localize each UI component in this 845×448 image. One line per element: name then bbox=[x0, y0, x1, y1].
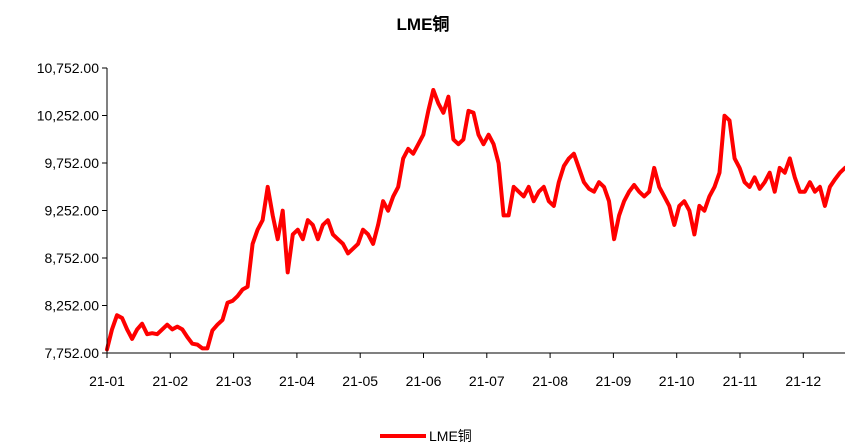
x-tick-label: 21-01 bbox=[89, 373, 125, 389]
x-tick-label: 21-08 bbox=[532, 373, 568, 389]
x-tick-label: 21-05 bbox=[342, 373, 378, 389]
y-tick-label: 9,752.00 bbox=[45, 155, 100, 171]
x-tick-label: 21-06 bbox=[406, 373, 442, 389]
plot-area bbox=[105, 88, 845, 352]
y-tick-label: 8,252.00 bbox=[45, 298, 100, 314]
series-line bbox=[105, 88, 845, 352]
legend-label: LME铜 bbox=[429, 428, 472, 444]
x-tick-label: 21-11 bbox=[723, 373, 758, 389]
x-tick-label: 21-07 bbox=[469, 373, 505, 389]
x-tick-label: 21-10 bbox=[659, 373, 695, 389]
x-axis: 21-01 21-02 21-03 21-04 21-05 21-06 21-07 21-08… bbox=[89, 352, 845, 389]
chart-title: LME铜 bbox=[397, 14, 450, 34]
y-tick-label: 9,252.00 bbox=[45, 203, 100, 219]
x-tick-label: 21-03 bbox=[216, 373, 252, 389]
y-axis: 7,752.00 8,252.00 8,752.00 9,252.00 9,752.00… bbox=[37, 60, 108, 361]
y-tick-label: 10,752.00 bbox=[37, 60, 99, 76]
y-tick-label: 10,252.00 bbox=[37, 108, 99, 124]
x-tick-label: 21-02 bbox=[152, 373, 188, 389]
legend: LME铜 bbox=[380, 428, 472, 444]
y-tick-label: 8,752.00 bbox=[45, 250, 100, 266]
x-tick-label: 21-04 bbox=[279, 373, 315, 389]
x-tick-label: 21-09 bbox=[595, 373, 631, 389]
y-tick-label: 7,752.00 bbox=[45, 345, 100, 361]
x-tick-label: 21-12 bbox=[785, 373, 821, 389]
